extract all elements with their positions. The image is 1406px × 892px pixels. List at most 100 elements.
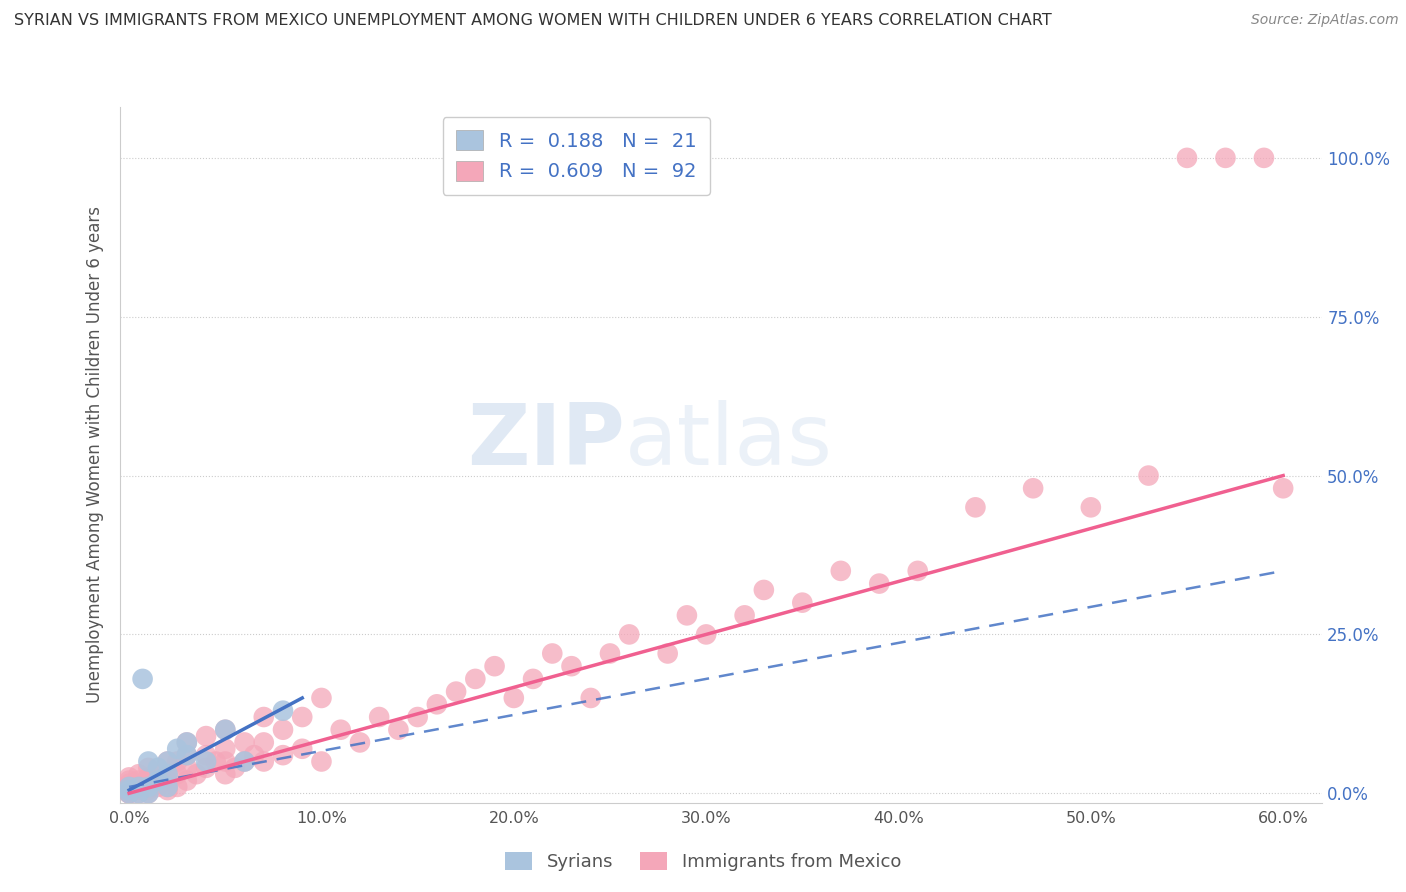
Point xyxy=(156,773,179,788)
Point xyxy=(118,783,141,797)
Point xyxy=(291,741,314,756)
Point xyxy=(176,735,198,749)
Point xyxy=(253,710,276,724)
Point xyxy=(118,771,141,785)
Point xyxy=(118,786,141,800)
Point xyxy=(128,767,150,781)
Point xyxy=(156,767,179,781)
Legend: Syrians, Immigrants from Mexico: Syrians, Immigrants from Mexico xyxy=(498,845,908,879)
Point xyxy=(907,564,929,578)
Point xyxy=(214,755,236,769)
Point xyxy=(186,767,208,781)
Legend: R =  0.188   N =  21, R =  0.609   N =  92: R = 0.188 N = 21, R = 0.609 N = 92 xyxy=(443,117,710,194)
Point xyxy=(195,729,218,743)
Point xyxy=(1080,500,1102,515)
Point xyxy=(195,761,218,775)
Point xyxy=(752,582,775,597)
Point xyxy=(676,608,699,623)
Point xyxy=(118,783,141,797)
Point xyxy=(146,761,169,775)
Point xyxy=(426,698,449,712)
Point xyxy=(406,710,429,724)
Point xyxy=(464,672,486,686)
Point xyxy=(560,659,582,673)
Point xyxy=(166,741,188,756)
Point xyxy=(156,780,179,794)
Point xyxy=(118,780,141,794)
Point xyxy=(146,767,169,781)
Point xyxy=(329,723,352,737)
Point xyxy=(214,723,236,737)
Point xyxy=(156,755,179,769)
Point xyxy=(965,500,987,515)
Point xyxy=(138,783,160,797)
Point xyxy=(146,773,169,788)
Point xyxy=(541,647,564,661)
Point xyxy=(214,723,236,737)
Point xyxy=(271,723,294,737)
Point xyxy=(131,672,153,686)
Point xyxy=(233,755,256,769)
Point xyxy=(830,564,852,578)
Point xyxy=(792,596,814,610)
Point xyxy=(166,755,188,769)
Point xyxy=(243,748,266,763)
Point xyxy=(214,741,236,756)
Point xyxy=(502,690,524,705)
Text: ZIP: ZIP xyxy=(467,400,624,483)
Point xyxy=(176,773,198,788)
Point xyxy=(233,735,256,749)
Point xyxy=(128,780,150,794)
Point xyxy=(118,773,141,788)
Point xyxy=(138,773,160,788)
Point xyxy=(118,777,141,791)
Point xyxy=(368,710,391,724)
Point xyxy=(176,748,198,763)
Point xyxy=(734,608,756,623)
Point xyxy=(118,780,141,794)
Point xyxy=(349,735,371,749)
Point xyxy=(138,786,160,800)
Point xyxy=(128,786,150,800)
Text: Source: ZipAtlas.com: Source: ZipAtlas.com xyxy=(1251,13,1399,28)
Point xyxy=(387,723,409,737)
Point xyxy=(118,786,141,800)
Point xyxy=(156,767,179,781)
Point xyxy=(146,773,169,788)
Point xyxy=(233,755,256,769)
Point xyxy=(138,780,160,794)
Point xyxy=(1253,151,1275,165)
Point xyxy=(579,690,602,705)
Point xyxy=(146,780,169,794)
Point xyxy=(271,704,294,718)
Point xyxy=(138,786,160,800)
Point xyxy=(166,780,188,794)
Point xyxy=(214,767,236,781)
Point xyxy=(522,672,544,686)
Point xyxy=(128,773,150,788)
Point xyxy=(311,690,333,705)
Point xyxy=(138,761,160,775)
Point xyxy=(156,783,179,797)
Point xyxy=(138,771,160,785)
Point xyxy=(138,780,160,794)
Point xyxy=(599,647,621,661)
Point xyxy=(118,783,141,797)
Text: SYRIAN VS IMMIGRANTS FROM MEXICO UNEMPLOYMENT AMONG WOMEN WITH CHILDREN UNDER 6 : SYRIAN VS IMMIGRANTS FROM MEXICO UNEMPLO… xyxy=(14,13,1052,29)
Point xyxy=(224,761,246,775)
Point xyxy=(195,748,218,763)
Point xyxy=(619,627,641,641)
Point xyxy=(128,786,150,800)
Point xyxy=(1022,481,1045,495)
Point xyxy=(271,748,294,763)
Point xyxy=(1215,151,1237,165)
Point xyxy=(204,755,226,769)
Point xyxy=(484,659,506,673)
Text: atlas: atlas xyxy=(624,400,832,483)
Point xyxy=(657,647,679,661)
Point xyxy=(868,576,890,591)
Point xyxy=(444,684,467,698)
Point xyxy=(138,780,160,794)
Point xyxy=(128,783,150,797)
Point xyxy=(695,627,717,641)
